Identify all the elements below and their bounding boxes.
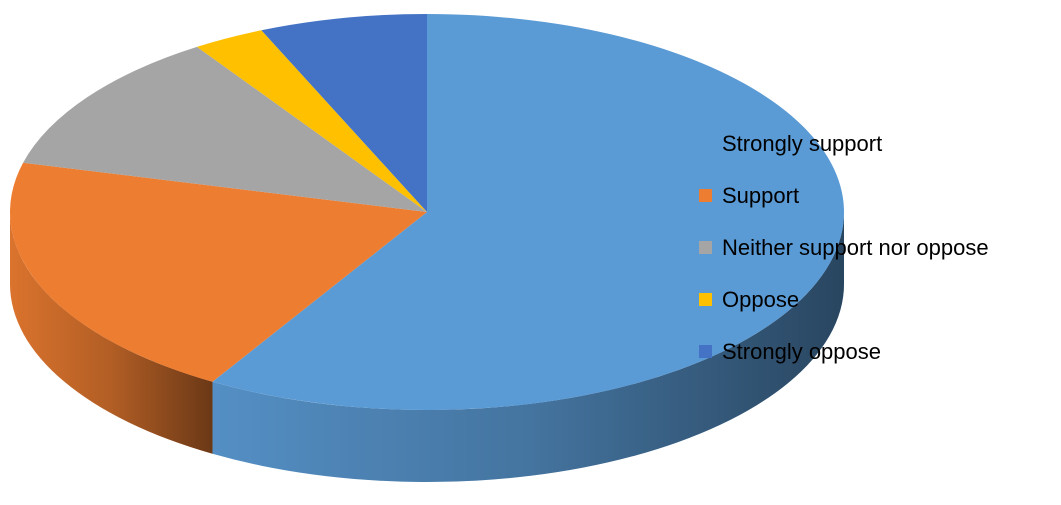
legend-item-neither-support-nor-oppose: Neither support nor oppose (699, 235, 989, 260)
slice-oppose (196, 30, 427, 213)
legend-label-neither-support-nor-oppose: Neither support nor oppose (722, 235, 989, 260)
side-support (10, 212, 213, 454)
slice-strongly-support (212, 14, 844, 410)
slice-neither-support-nor-oppose (23, 46, 427, 212)
legend-swatch-strongly-support (699, 137, 712, 150)
legend-swatch-oppose (699, 293, 712, 306)
legend-label-strongly-support: Strongly support (722, 131, 882, 156)
legend-swatch-neither-support-nor-oppose (699, 241, 712, 254)
legend-label-support: Support (722, 183, 799, 208)
legend-item-strongly-support: Strongly support (699, 131, 882, 156)
legend-item-strongly-oppose: Strongly oppose (699, 339, 881, 364)
side-strongly-support (212, 212, 845, 482)
pie-side-walls (10, 212, 845, 482)
legend-label-oppose: Oppose (722, 287, 799, 312)
pie-top-slices (9, 14, 844, 410)
legend-item-oppose: Oppose (699, 287, 799, 312)
legend-item-support: Support (699, 183, 799, 208)
legend: Strongly support Support Neither support n… (699, 131, 989, 364)
slice-strongly-oppose (261, 14, 427, 212)
slice-support (9, 162, 427, 382)
legend-label-strongly-oppose: Strongly oppose (722, 339, 881, 364)
legend-swatch-strongly-oppose (699, 345, 712, 358)
legend-swatch-support (699, 189, 712, 202)
